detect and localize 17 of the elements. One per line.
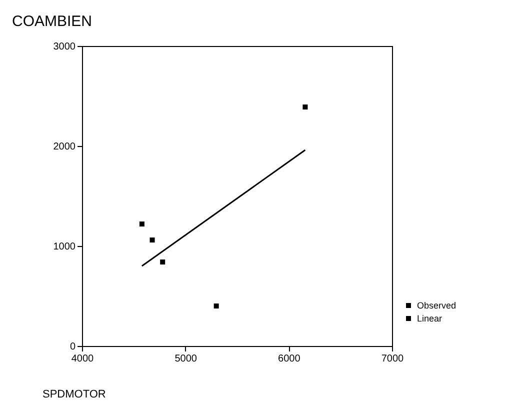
point [139, 222, 144, 226]
x-tick-label: 6000 [278, 354, 301, 364]
chart-title: COAMBIEN [12, 13, 92, 30]
y-tick-label: 3000 [53, 42, 76, 52]
x-tick-label: 5000 [174, 354, 198, 364]
point [150, 238, 155, 242]
point [160, 260, 166, 264]
x-tick-label: 4000 [71, 354, 94, 364]
x-axis-title: SPDMOTOR [42, 388, 106, 400]
y-tick-label: 2000 [53, 142, 76, 152]
legend-label: Observed [417, 300, 456, 310]
point [214, 304, 219, 308]
y-tick-label: 0 [70, 342, 76, 352]
y-tick-label: 1000 [53, 242, 76, 252]
point [302, 104, 308, 110]
x-tick-label: 7000 [381, 354, 404, 364]
legend-label: Linear [417, 314, 442, 324]
